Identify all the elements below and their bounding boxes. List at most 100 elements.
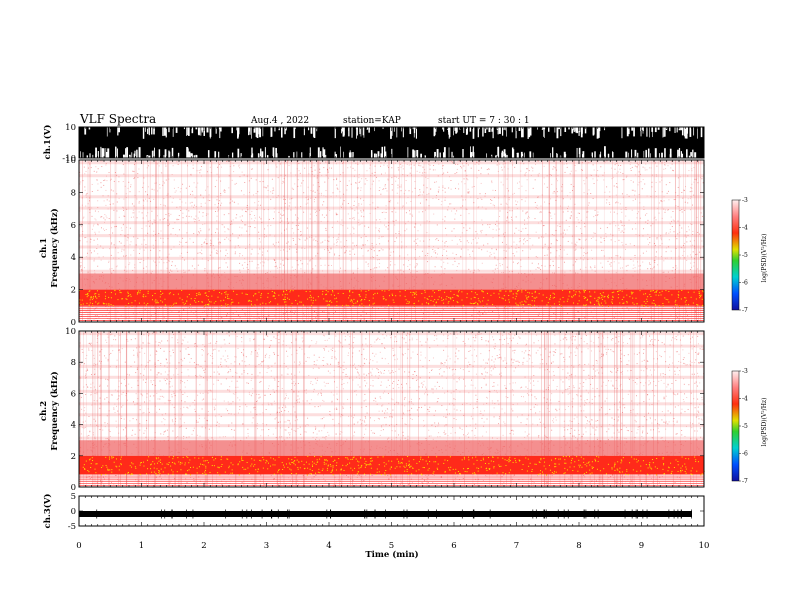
noise-pixel bbox=[287, 258, 289, 260]
noise-pixel bbox=[387, 267, 389, 269]
high-psd-pixel bbox=[525, 295, 527, 297]
noise-pixel bbox=[534, 202, 536, 204]
noise-pixel bbox=[223, 226, 225, 228]
noise-pixel bbox=[371, 243, 373, 245]
noise-pixel bbox=[600, 166, 602, 168]
ch1-waveform-gap bbox=[651, 127, 654, 132]
high-psd-pixel bbox=[699, 297, 701, 299]
ch1-waveform-gap bbox=[692, 149, 694, 158]
noise-pixel bbox=[363, 210, 365, 212]
ch1-waveform-gap bbox=[536, 127, 538, 130]
noise-pixel bbox=[661, 162, 663, 164]
noise-pixel bbox=[372, 307, 374, 309]
noise-pixel bbox=[291, 187, 293, 189]
noise-pixel bbox=[489, 223, 491, 225]
noise-pixel bbox=[320, 220, 322, 222]
noise-pixel bbox=[90, 252, 92, 254]
high-psd-pixel bbox=[604, 300, 606, 302]
noise-pixel bbox=[471, 315, 473, 317]
ch1-waveform-gap bbox=[374, 127, 375, 132]
high-psd-pixel bbox=[515, 302, 517, 304]
noise-pixel bbox=[606, 202, 608, 204]
ch1-waveform-gap bbox=[676, 127, 678, 133]
high-psd-pixel bbox=[474, 297, 476, 299]
high-psd-pixel bbox=[671, 294, 673, 296]
noise-pixel bbox=[602, 174, 604, 176]
noise-pixel bbox=[516, 244, 518, 246]
high-psd-pixel bbox=[208, 290, 210, 292]
high-psd-pixel bbox=[104, 291, 106, 293]
noise-pixel bbox=[87, 203, 89, 205]
noise-pixel bbox=[237, 237, 239, 239]
noise-pixel bbox=[592, 197, 594, 199]
noise-pixel bbox=[580, 247, 582, 249]
noise-pixel bbox=[507, 168, 509, 170]
noise-pixel bbox=[152, 235, 154, 237]
noise-pixel bbox=[437, 253, 439, 255]
high-psd-pixel bbox=[108, 296, 110, 298]
noise-pixel bbox=[675, 247, 677, 249]
noise-pixel bbox=[79, 240, 81, 242]
noise-pixel bbox=[382, 249, 384, 251]
noise-pixel bbox=[576, 241, 578, 243]
ch1-waveform-gap bbox=[258, 153, 260, 158]
noise-pixel bbox=[584, 183, 586, 185]
high-psd-pixel bbox=[119, 291, 121, 293]
ch1-waveform-gap bbox=[352, 152, 354, 158]
ch1-waveform-gap bbox=[407, 147, 409, 158]
noise-pixel bbox=[291, 266, 293, 268]
noise-pixel bbox=[190, 173, 192, 175]
noise-pixel bbox=[516, 182, 518, 184]
noise-pixel bbox=[290, 172, 292, 174]
high-psd-pixel bbox=[333, 294, 335, 296]
noise-pixel bbox=[331, 167, 333, 169]
high-psd-pixel bbox=[127, 292, 129, 294]
noise-pixel bbox=[289, 198, 291, 200]
noise-pixel bbox=[647, 238, 649, 240]
noise-pixel bbox=[561, 184, 563, 186]
high-psd-pixel bbox=[254, 304, 256, 306]
ch1-waveform-gap bbox=[260, 148, 262, 158]
noise-pixel bbox=[219, 163, 221, 165]
noise-pixel bbox=[123, 255, 125, 257]
high-psd-pixel bbox=[285, 301, 287, 303]
noise-pixel bbox=[650, 316, 652, 318]
noise-pixel bbox=[340, 197, 342, 199]
high-psd-pixel bbox=[410, 291, 412, 293]
noise-pixel bbox=[468, 268, 470, 270]
noise-pixel bbox=[399, 255, 401, 257]
noise-pixel bbox=[494, 268, 496, 270]
noise-pixel bbox=[211, 251, 213, 253]
noise-pixel bbox=[419, 191, 421, 193]
noise-pixel bbox=[467, 249, 469, 251]
noise-pixel bbox=[355, 162, 357, 164]
noise-pixel bbox=[660, 200, 662, 202]
noise-pixel bbox=[551, 183, 553, 185]
spectral-line bbox=[79, 221, 704, 225]
noise-pixel bbox=[229, 202, 231, 204]
noise-pixel bbox=[297, 264, 299, 266]
ch1-waveform-gap bbox=[486, 127, 488, 130]
noise-pixel bbox=[274, 235, 276, 237]
noise-pixel bbox=[81, 204, 83, 206]
noise-pixel bbox=[590, 311, 592, 313]
high-psd-pixel bbox=[382, 298, 384, 300]
noise-pixel bbox=[560, 205, 562, 207]
noise-pixel bbox=[118, 181, 120, 183]
high-psd-pixel bbox=[667, 299, 669, 301]
noise-pixel bbox=[647, 233, 649, 235]
noise-pixel bbox=[98, 256, 100, 258]
high-psd-pixel bbox=[273, 291, 275, 293]
noise-pixel bbox=[517, 262, 519, 264]
noise-pixel bbox=[288, 318, 290, 320]
noise-pixel bbox=[440, 204, 442, 206]
noise-pixel bbox=[96, 307, 98, 309]
noise-pixel bbox=[143, 182, 145, 184]
noise-pixel bbox=[200, 230, 202, 232]
noise-pixel bbox=[519, 238, 521, 240]
high-psd-pixel bbox=[129, 294, 131, 296]
noise-pixel bbox=[663, 260, 665, 262]
noise-pixel bbox=[687, 255, 689, 257]
ch1-waveform-gap bbox=[317, 147, 320, 158]
noise-pixel bbox=[267, 169, 269, 171]
